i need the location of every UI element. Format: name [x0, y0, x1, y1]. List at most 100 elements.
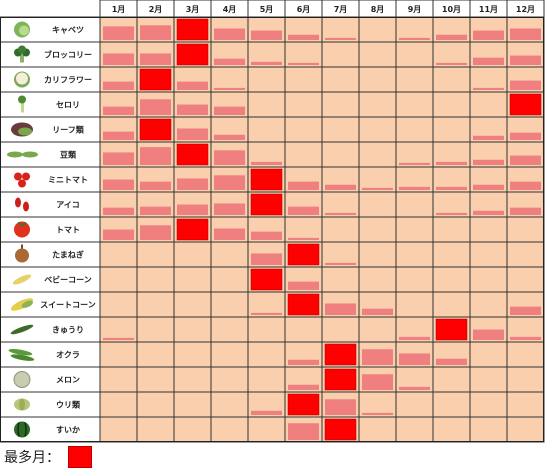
volume-bar: [399, 37, 430, 40]
heatmap-cell: [506, 416, 545, 443]
volume-bar: [325, 37, 356, 40]
volume-bar: [177, 128, 208, 140]
volume-bar: [251, 253, 282, 265]
volume-bar: [362, 374, 393, 390]
heatmap-cell: [358, 116, 397, 143]
volume-bar: [288, 423, 319, 440]
heatmap-cell: [395, 291, 434, 318]
volume-bar: [140, 147, 171, 165]
volume-bar: [288, 62, 319, 65]
row-label: オクラ: [56, 350, 80, 360]
peak-month-bar: [139, 68, 172, 91]
heatmap-cell: [432, 291, 471, 318]
grid-border: [0, 17, 544, 442]
heatmap-cell: [469, 266, 508, 293]
heatmap-cell: [136, 391, 175, 418]
volume-bar: [103, 152, 134, 165]
heatmap-cell: [395, 266, 434, 293]
heatmap-cell: [321, 216, 360, 243]
month-header-label: 1月: [112, 5, 126, 14]
heatmap-cell: [210, 316, 249, 343]
heatmap-cell: [469, 241, 508, 268]
heatmap-cell: [284, 316, 323, 343]
volume-bar: [251, 312, 282, 315]
heatmap-cell: [173, 266, 212, 293]
heatmap-cell: [358, 316, 397, 343]
peak-month-bar: [176, 43, 209, 66]
heatmap-cell: [136, 291, 175, 318]
volume-bar: [325, 303, 356, 315]
volume-bar: [103, 106, 134, 115]
row-label: 豆類: [60, 150, 77, 160]
row-label-cell: [0, 191, 101, 218]
month-header-label: 7月: [334, 5, 348, 14]
volume-bar: [510, 155, 541, 165]
peak-month-bar: [176, 18, 209, 41]
row-label: キャベツ: [52, 26, 84, 35]
heatmap-cell: [99, 391, 138, 418]
volume-bar: [288, 181, 319, 190]
peak-month-bar: [139, 118, 172, 141]
heatmap-cell: [358, 216, 397, 243]
heatmap-cell: [136, 241, 175, 268]
heatmap-cell: [210, 266, 249, 293]
heatmap-cell: [284, 141, 323, 168]
heatmap-cell: [284, 41, 323, 68]
volume-bar: [362, 187, 393, 190]
heatmap-cell: [99, 266, 138, 293]
month-header-label: 10月: [442, 5, 461, 14]
heatmap-cell: [395, 41, 434, 68]
row-label: ブロッコリー: [44, 50, 92, 60]
volume-bar: [325, 184, 356, 190]
volume-bar: [399, 162, 430, 165]
heatmap-cell: [321, 66, 360, 93]
volume-bar: [140, 53, 171, 65]
peak-month-bar: [176, 218, 209, 241]
heatmap-cell: [210, 241, 249, 268]
volume-bar: [214, 150, 245, 165]
volume-bar: [473, 57, 504, 65]
volume-bar: [140, 99, 171, 115]
volume-bar: [214, 87, 245, 90]
heatmap-cell: [358, 66, 397, 93]
row-label: すいか: [56, 426, 80, 435]
heatmap-cell: [432, 216, 471, 243]
heatmap-cell: [99, 241, 138, 268]
heatmap-cell: [432, 91, 471, 118]
peas-icon: [7, 151, 38, 158]
volume-bar: [510, 207, 541, 215]
peak-month-bar: [287, 293, 320, 316]
heatmap-cell: [432, 416, 471, 443]
heatmap-cell: [395, 91, 434, 118]
header-corner: [0, 0, 100, 17]
volume-bar: [436, 34, 467, 40]
heatmap-cell: [469, 91, 508, 118]
volume-bar: [288, 384, 319, 390]
peak-month-bar: [250, 268, 283, 291]
volume-bar: [214, 58, 245, 65]
heatmap-cell: [469, 391, 508, 418]
heatmap-cell: [395, 116, 434, 143]
month-header-label: 9月: [408, 5, 422, 14]
sweet-corn-icon: [10, 298, 34, 311]
heatmap-cell: [247, 366, 286, 393]
heatmap-cell: [173, 366, 212, 393]
peak-month-bar: [324, 418, 357, 441]
legend-label: 最多月：: [4, 450, 60, 466]
heatmap-cell: [284, 116, 323, 143]
heatmap-cell: [395, 66, 434, 93]
heatmap-cell: [321, 116, 360, 143]
month-header-label: 4月: [223, 5, 237, 14]
heatmap-cell: [358, 141, 397, 168]
heatmap-cell: [358, 41, 397, 68]
heatmap-cell: [173, 391, 212, 418]
volume-bar: [140, 181, 171, 190]
volume-bar: [288, 359, 319, 365]
heatmap-cell: [99, 416, 138, 443]
row-label: カリフラワー: [44, 76, 92, 85]
peak-month-bar: [324, 343, 357, 366]
volume-bar: [325, 399, 356, 415]
volume-bar: [103, 207, 134, 215]
volume-bar: [436, 161, 467, 165]
heatmap-cell: [395, 16, 434, 43]
